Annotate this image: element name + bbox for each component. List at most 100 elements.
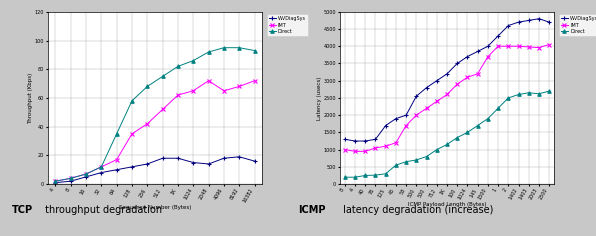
Direct <box>505 97 512 99</box>
Direct <box>433 148 440 151</box>
IMT <box>342 148 349 151</box>
Direct <box>221 46 228 49</box>
WVDiagSys <box>535 17 542 20</box>
IMT <box>525 46 532 48</box>
IMT <box>382 145 389 148</box>
Y-axis label: Latency (usecs): Latency (usecs) <box>317 76 322 120</box>
Direct <box>535 92 542 95</box>
Direct <box>392 164 399 167</box>
IMT <box>362 150 369 153</box>
IMT <box>413 114 420 117</box>
IMT <box>474 72 481 75</box>
X-axis label: Sequence Number (Bytes): Sequence Number (Bytes) <box>119 205 191 210</box>
IMT <box>485 55 492 58</box>
WVDiagSys <box>67 180 74 183</box>
Direct <box>474 124 481 127</box>
Direct <box>525 91 532 94</box>
WVDiagSys <box>474 50 481 53</box>
IMT <box>67 177 74 180</box>
Direct <box>67 177 74 180</box>
IMT <box>235 85 243 88</box>
IMT <box>144 122 151 125</box>
Text: throughput degradation: throughput degradation <box>42 205 162 215</box>
Direct <box>190 59 197 62</box>
WVDiagSys <box>159 157 166 160</box>
IMT <box>52 180 59 183</box>
Line: Direct: Direct <box>343 89 551 179</box>
WVDiagSys <box>205 163 212 165</box>
WVDiagSys <box>342 138 349 141</box>
WVDiagSys <box>190 161 197 164</box>
IMT <box>464 76 471 79</box>
Direct <box>113 132 120 135</box>
WVDiagSys <box>525 19 532 22</box>
WVDiagSys <box>382 124 389 127</box>
IMT <box>372 147 379 149</box>
WVDiagSys <box>251 160 258 163</box>
WVDiagSys <box>82 176 89 178</box>
IMT <box>175 94 182 97</box>
Direct <box>382 172 389 175</box>
WVDiagSys <box>454 62 461 65</box>
WVDiagSys <box>98 171 105 174</box>
Direct <box>372 174 379 177</box>
WVDiagSys <box>221 157 228 160</box>
Line: Direct: Direct <box>54 46 256 183</box>
IMT <box>402 124 409 127</box>
Direct <box>352 176 359 179</box>
WVDiagSys <box>545 21 552 24</box>
Y-axis label: Throughput (Kbps): Throughput (Kbps) <box>29 72 33 124</box>
WVDiagSys <box>423 86 430 89</box>
IMT <box>423 107 430 110</box>
WVDiagSys <box>52 181 59 184</box>
IMT <box>454 83 461 86</box>
Direct <box>413 159 420 161</box>
Text: TCP: TCP <box>12 205 33 215</box>
Direct <box>205 51 212 53</box>
Legend: WVDiagSys, IMT, Direct: WVDiagSys, IMT, Direct <box>559 14 596 36</box>
WVDiagSys <box>113 168 120 171</box>
Direct <box>485 117 492 120</box>
WVDiagSys <box>495 34 502 37</box>
Direct <box>454 136 461 139</box>
Direct <box>251 49 258 52</box>
IMT <box>128 132 135 135</box>
WVDiagSys <box>433 79 440 82</box>
WVDiagSys <box>505 24 512 27</box>
Direct <box>235 46 243 49</box>
Direct <box>464 131 471 134</box>
WVDiagSys <box>175 157 182 160</box>
Line: IMT: IMT <box>343 43 551 153</box>
WVDiagSys <box>464 55 471 58</box>
IMT <box>495 45 502 48</box>
Text: ICMP: ICMP <box>298 205 325 215</box>
WVDiagSys <box>352 140 359 143</box>
WVDiagSys <box>362 140 369 143</box>
IMT <box>98 165 105 168</box>
Direct <box>545 90 552 93</box>
Direct <box>82 173 89 175</box>
IMT <box>205 79 212 82</box>
IMT <box>159 108 166 111</box>
WVDiagSys <box>515 21 522 24</box>
Direct <box>342 176 349 179</box>
WVDiagSys <box>144 163 151 165</box>
IMT <box>443 93 451 96</box>
Direct <box>515 93 522 96</box>
Legend: WVDiagSys, IMT, Direct: WVDiagSys, IMT, Direct <box>267 14 308 36</box>
X-axis label: ICMP Payload Length (Bytes): ICMP Payload Length (Bytes) <box>408 202 486 207</box>
Line: WVDiagSys: WVDiagSys <box>343 17 551 143</box>
IMT <box>392 141 399 144</box>
IMT <box>352 150 359 153</box>
Direct <box>144 85 151 88</box>
IMT <box>535 46 542 49</box>
IMT <box>251 79 258 82</box>
WVDiagSys <box>402 114 409 117</box>
Direct <box>175 65 182 68</box>
Direct <box>402 160 409 163</box>
Line: IMT: IMT <box>54 79 256 183</box>
Direct <box>98 165 105 168</box>
IMT <box>433 100 440 103</box>
Direct <box>128 99 135 102</box>
WVDiagSys <box>128 165 135 168</box>
